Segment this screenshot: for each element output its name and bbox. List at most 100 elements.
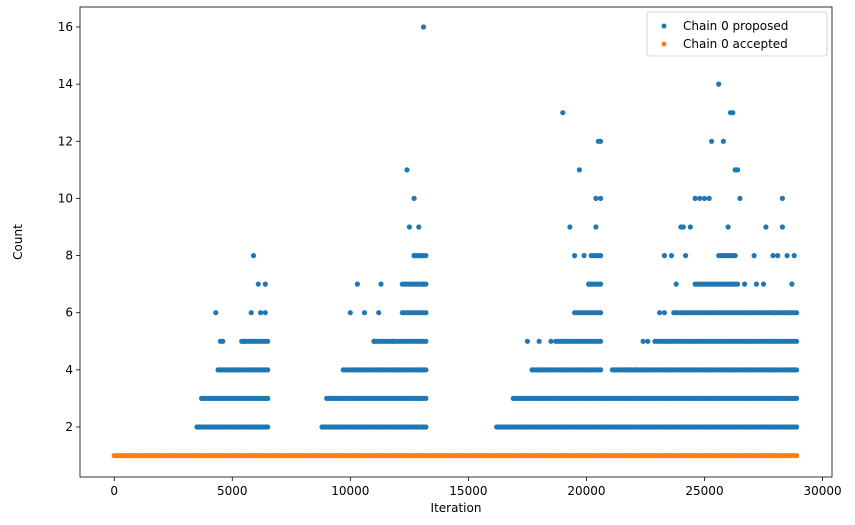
data-point [673, 281, 679, 287]
data-point [406, 224, 412, 230]
data-point [794, 310, 800, 316]
data-point [576, 167, 583, 173]
data-point [791, 253, 797, 259]
data-point [779, 224, 786, 230]
data-point [265, 338, 271, 344]
data-point [265, 367, 271, 373]
data-point [423, 367, 429, 373]
data-point [794, 424, 800, 430]
data-point [661, 310, 668, 316]
data-point [262, 281, 268, 287]
data-point [399, 281, 405, 287]
data-point [760, 281, 767, 287]
data-point [598, 253, 604, 259]
data-point [753, 281, 760, 287]
data-point [404, 167, 410, 173]
y-tick-label: 4 [65, 363, 73, 377]
data-point [586, 281, 592, 287]
x-tick-label: 25000 [685, 484, 723, 498]
y-tick-label: 6 [65, 306, 73, 320]
data-point [763, 224, 769, 230]
data-point [732, 253, 738, 259]
data-point [735, 167, 741, 173]
plot-area [111, 24, 800, 459]
y-tick-label: 12 [58, 134, 73, 148]
data-point [265, 395, 271, 401]
data-point [640, 338, 646, 344]
y-tick-label: 16 [58, 20, 73, 34]
data-point [633, 367, 639, 373]
data-point [420, 281, 427, 287]
data-point [709, 138, 715, 144]
data-point [784, 253, 790, 259]
x-axis-label: Iteration [431, 501, 482, 515]
data-point [668, 253, 675, 259]
data-point [241, 338, 247, 344]
x-tick-label: 30000 [803, 484, 841, 498]
x-tick-label: 5000 [217, 484, 248, 498]
data-point [701, 195, 708, 201]
data-point [258, 310, 264, 316]
data-point [423, 424, 429, 430]
data-point [265, 424, 271, 430]
data-point [730, 110, 736, 116]
data-point [423, 253, 429, 259]
data-point [598, 281, 604, 287]
data-point [560, 110, 566, 116]
data-point [376, 310, 382, 316]
data-point [772, 310, 778, 316]
legend-label-proposed: Chain 0 proposed [683, 19, 788, 33]
y-tick-label: 8 [65, 249, 73, 263]
data-point [598, 310, 604, 316]
legend: Chain 0 proposed Chain 0 accepted [646, 11, 828, 57]
data-point [725, 224, 731, 230]
data-point [598, 367, 604, 373]
x-axis: 0 5000 10000 15000 20000 25000 30000 [110, 477, 842, 498]
data-point [536, 338, 542, 344]
data-point [770, 253, 776, 259]
series-1 [111, 453, 800, 459]
data-point [390, 338, 396, 344]
y-tick-label: 14 [58, 77, 73, 91]
x-tick-label: 0 [110, 484, 118, 498]
legend-marker-proposed [661, 23, 667, 29]
data-point [581, 253, 587, 259]
data-point [716, 81, 722, 87]
data-point [250, 253, 257, 259]
data-point [567, 224, 573, 230]
y-tick-label: 10 [58, 191, 73, 205]
data-point [548, 338, 554, 344]
data-point [593, 224, 599, 230]
data-point [706, 195, 712, 201]
data-point [411, 195, 417, 201]
plot-frame [79, 6, 833, 478]
data-point [423, 338, 429, 344]
data-point [789, 281, 795, 287]
data-point [720, 138, 727, 144]
series-0 [194, 24, 800, 430]
data-point [361, 310, 368, 316]
y-axis-label: Count [11, 224, 25, 260]
data-point [588, 253, 594, 259]
data-point [598, 195, 604, 201]
data-point [423, 395, 429, 401]
legend-box [646, 11, 828, 57]
data-point [420, 24, 427, 30]
data-point [262, 310, 268, 316]
data-point [645, 338, 651, 344]
data-point [371, 338, 377, 344]
data-point [213, 310, 219, 316]
x-tick-label: 10000 [331, 484, 369, 498]
data-point [742, 281, 748, 287]
data-point [786, 310, 793, 316]
data-point [794, 367, 800, 373]
data-point [746, 310, 753, 316]
data-point [593, 195, 599, 201]
data-point [229, 367, 235, 373]
data-point [794, 453, 800, 459]
x-tick-label: 20000 [567, 484, 605, 498]
data-point [255, 281, 261, 287]
data-point [347, 310, 353, 316]
data-point [735, 281, 741, 287]
